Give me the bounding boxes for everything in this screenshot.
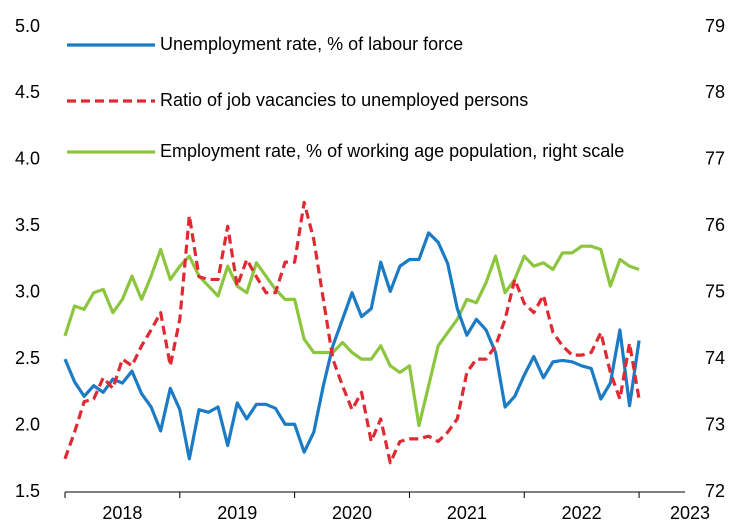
legend-label: Unemployment rate, % of labour force xyxy=(160,34,463,54)
y-tick-label: 3.0 xyxy=(15,281,40,301)
y2-tick-label: 78 xyxy=(705,82,725,102)
y-tick-label: 4.0 xyxy=(15,149,40,169)
y2-tick-label: 79 xyxy=(705,16,725,36)
y2-tick-label: 72 xyxy=(705,481,725,501)
legend-label: Ratio of job vacancies to unemployed per… xyxy=(160,90,528,110)
x-tick-label: 2018 xyxy=(102,503,142,523)
y-tick-label: 5.0 xyxy=(15,16,40,36)
y2-tick-label: 75 xyxy=(705,281,725,301)
y2-tick-label: 77 xyxy=(705,149,725,169)
x-tick-label: 2021 xyxy=(447,503,487,523)
y-tick-label: 2.5 xyxy=(15,348,40,368)
x-tick-label: 2022 xyxy=(562,503,602,523)
x-tick-label: 2023 xyxy=(670,503,710,523)
legend-label: Employment rate, % of working age popula… xyxy=(160,141,624,161)
y-tick-label: 2.0 xyxy=(15,414,40,434)
y-tick-label: 3.5 xyxy=(15,215,40,235)
series-line xyxy=(63,231,641,461)
y2-tick-label: 74 xyxy=(705,348,725,368)
y-tick-label: 4.5 xyxy=(15,82,40,102)
series-line xyxy=(63,244,640,428)
x-tick-label: 2019 xyxy=(217,503,257,523)
series-line xyxy=(63,200,641,465)
y2-tick-label: 76 xyxy=(705,215,725,235)
x-tick-label: 2020 xyxy=(332,503,372,523)
y-tick-label: 1.5 xyxy=(15,481,40,501)
y2-tick-label: 73 xyxy=(705,414,725,434)
